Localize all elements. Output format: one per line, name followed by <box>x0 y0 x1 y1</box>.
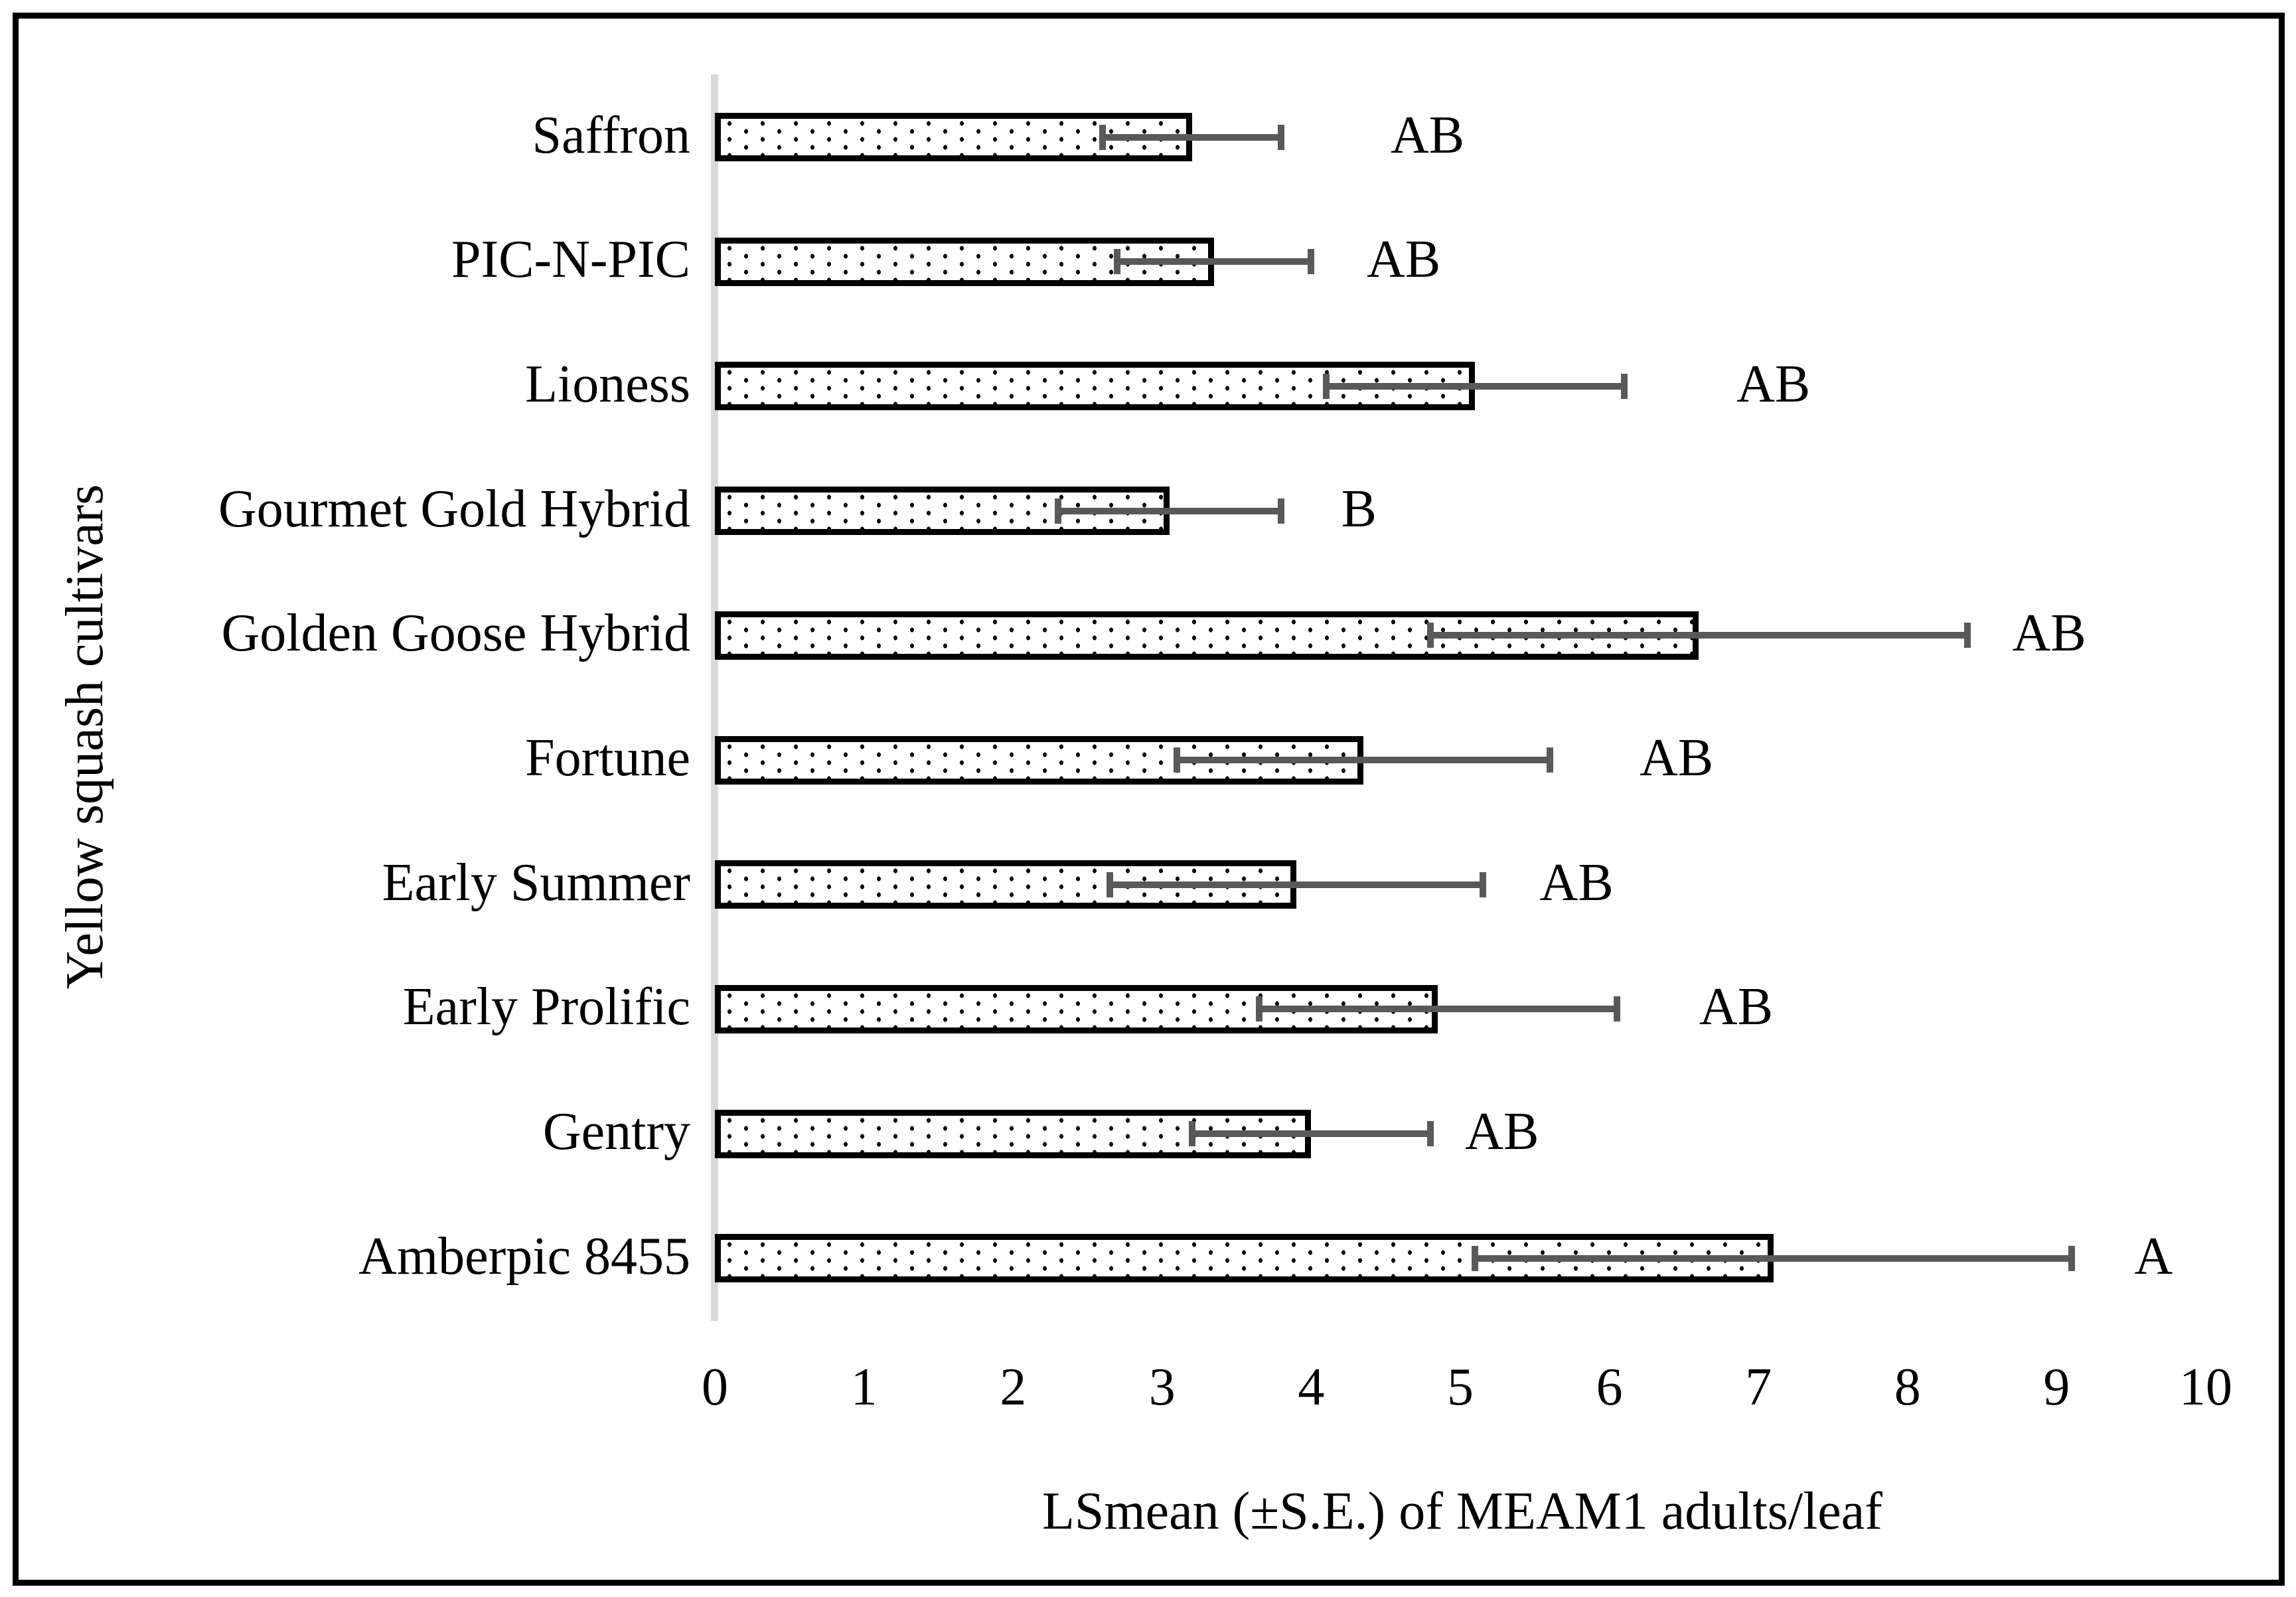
x-tick-label: 7 <box>1745 1358 1772 1416</box>
x-tick-label: 4 <box>1298 1358 1325 1416</box>
error-bar-left-cap <box>1174 747 1181 773</box>
x-tick-label: 6 <box>1596 1358 1623 1416</box>
error-bar-right-cap <box>1546 747 1553 773</box>
error-bar-right-cap <box>1963 623 1971 648</box>
category-label: Lioness <box>525 354 690 414</box>
significance-letter: B <box>1341 479 1377 538</box>
error-bar-left-cap <box>1322 373 1330 399</box>
x-tick-label: 2 <box>1000 1358 1027 1416</box>
error-bar-right-cap <box>2068 1245 2075 1271</box>
x-tick-label: 0 <box>702 1358 728 1416</box>
category-label: Amberpic 8455 <box>358 1227 690 1286</box>
error-bar-right-cap <box>1621 373 1628 399</box>
bar <box>715 487 1170 536</box>
category-label: Early Summer <box>382 853 690 912</box>
category-label: Gourmet Gold Hybrid <box>218 479 690 538</box>
y-axis-line <box>711 74 718 1321</box>
error-bar-left-cap <box>1114 249 1121 275</box>
error-bar-left-cap <box>1472 1245 1479 1271</box>
x-tick-label: 8 <box>1894 1358 1921 1416</box>
x-axis-title: LSmean (±S.E.) of MEAM1 adults/leaf <box>1042 1482 1882 1541</box>
category-label: Gentry <box>542 1102 690 1161</box>
error-bar-right-cap <box>1308 249 1315 275</box>
error-bar-line <box>1191 1130 1431 1138</box>
error-bar-line <box>1177 757 1550 763</box>
error-bar-line <box>1259 1006 1617 1013</box>
significance-letter: AB <box>1699 978 1774 1037</box>
error-bar-left-cap <box>1054 498 1061 524</box>
error-bar-right-cap <box>1427 1121 1434 1147</box>
significance-letter: AB <box>2012 604 2086 663</box>
error-bar-left-cap <box>1188 1121 1195 1147</box>
significance-letter: AB <box>1367 230 1441 289</box>
x-tick-label: 5 <box>1447 1358 1474 1416</box>
category-label: Saffron <box>532 106 690 165</box>
x-tick-label: 10 <box>2179 1358 2232 1416</box>
error-bar-line <box>1110 881 1483 888</box>
significance-letter: A <box>2134 1227 2173 1286</box>
significance-letter: AB <box>1640 728 1714 787</box>
significance-letter: AB <box>1465 1102 1539 1161</box>
error-bar-line <box>1326 382 1625 390</box>
y-axis-title: Yellow squash cultivars <box>56 484 114 990</box>
bar <box>715 1109 1312 1158</box>
category-label: PIC-N-PIC <box>451 230 690 289</box>
x-tick-label: 1 <box>850 1358 878 1416</box>
error-bar-right-cap <box>1278 498 1285 524</box>
bar <box>715 611 1699 660</box>
category-label: Fortune <box>525 728 690 787</box>
error-bar-left-cap <box>1255 996 1263 1022</box>
error-bar-left-cap <box>1427 623 1434 648</box>
significance-letter: AB <box>1391 106 1465 165</box>
error-bar-right-cap <box>1613 996 1620 1022</box>
error-bar-line <box>1117 258 1312 266</box>
x-tick-label: 3 <box>1148 1358 1176 1416</box>
error-bar-right-cap <box>1479 872 1486 897</box>
x-tick-label: 9 <box>2043 1358 2070 1416</box>
significance-letter: AB <box>1736 354 1811 414</box>
error-bar-left-cap <box>1107 872 1114 897</box>
error-bar-left-cap <box>1099 124 1106 150</box>
error-bar-line <box>1430 632 1967 639</box>
error-bar-line <box>1102 133 1282 141</box>
error-bar-line <box>1057 507 1282 514</box>
category-label: Golden Goose Hybrid <box>221 604 690 663</box>
error-bar-right-cap <box>1278 124 1285 150</box>
category-label: Early Prolific <box>402 978 690 1037</box>
significance-letter: AB <box>1539 853 1614 912</box>
error-bar-line <box>1475 1255 2072 1262</box>
figure-border <box>13 13 2285 1586</box>
